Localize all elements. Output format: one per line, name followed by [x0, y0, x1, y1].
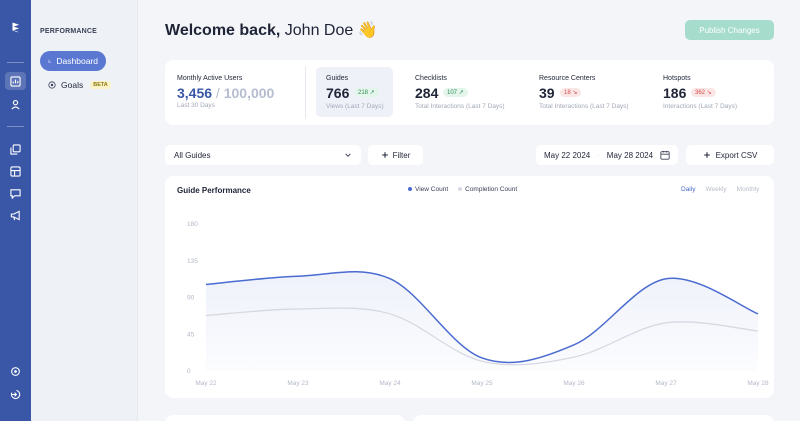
- views-area: [206, 271, 758, 371]
- y-tick-label: 135: [187, 258, 198, 265]
- stat-value: 284: [415, 85, 439, 101]
- stats-divider: [305, 66, 306, 119]
- period-monthly[interactable]: Monthly: [736, 186, 760, 193]
- user-icon[interactable]: [0, 93, 31, 115]
- series-line-completion-count: [205, 307, 759, 366]
- x-tick-label: May 26: [563, 380, 585, 387]
- date-from: May 22 2024: [544, 150, 591, 160]
- user-name: John Doe: [284, 22, 354, 39]
- guide-performance-card: Guide Performance View Count Completion …: [165, 176, 774, 398]
- export-label: Export CSV: [715, 150, 758, 160]
- stat-label: Guides: [326, 75, 349, 82]
- period-daily[interactable]: Daily: [681, 186, 696, 193]
- wave-emoji: 👋: [357, 22, 378, 39]
- guide-select-value: All Guides: [174, 150, 211, 160]
- stat-limit: 100,000: [223, 85, 275, 101]
- stat-label: Checklists: [415, 75, 447, 82]
- stat-change-badge: 218 ↗: [354, 88, 379, 97]
- x-tick-label: May 24: [379, 380, 401, 387]
- stat-sub: Interactions (Last 7 Days): [663, 103, 738, 110]
- y-tick-label: 90: [187, 295, 195, 302]
- app-logo-icon[interactable]: [0, 16, 31, 38]
- welcome-text: Welcome back,: [165, 22, 281, 39]
- page-title: Welcome back, John Doe 👋: [165, 20, 378, 40]
- stat-sub: Total Interactions (Last 7 Days): [539, 103, 629, 110]
- chevron-down-icon: [345, 153, 351, 157]
- filter-label: Filter: [392, 150, 411, 160]
- chat-icon[interactable]: [0, 182, 31, 204]
- plus-icon: [703, 152, 710, 158]
- plus-icon: [381, 152, 388, 158]
- icon-rail: [0, 0, 31, 421]
- period-toggle: Daily Weekly Monthly: [681, 186, 759, 193]
- bottom-card-right: [413, 415, 774, 421]
- rail-divider: [7, 126, 24, 127]
- chart-legend: View Count Completion Count: [408, 186, 517, 193]
- calendar-icon: [660, 150, 670, 160]
- megaphone-icon[interactable]: [0, 204, 31, 226]
- date-to: May 28 2024: [606, 150, 654, 160]
- x-tick-label: May 25: [471, 380, 493, 387]
- stat-change-badge: 18 ↘: [560, 88, 582, 97]
- layout-icon[interactable]: [0, 160, 31, 182]
- nav-item-dashboard[interactable]: Dashboard: [40, 51, 106, 71]
- logout-icon[interactable]: [0, 383, 31, 405]
- date-separator: ·: [597, 150, 600, 160]
- date-range-picker[interactable]: May 22 2024 · May 28 2024: [536, 145, 678, 165]
- beta-badge: BETA: [90, 81, 111, 89]
- stat-label: Resource Centers: [539, 75, 596, 82]
- line-chart: 180 135 90 45 0 May 22 May 23 May 24 May 25 May 2…: [187, 221, 769, 387]
- bottom-card-left: [165, 415, 405, 421]
- target-icon: [48, 81, 56, 89]
- legend-item-views[interactable]: View Count: [408, 186, 448, 193]
- stat-sub: Total Interactions (Last 7 Days): [415, 103, 505, 110]
- line-chart-icon: [48, 59, 52, 63]
- nav-section-title: PERFORMANCE: [40, 28, 98, 35]
- x-tick-label: May 28: [747, 380, 769, 387]
- legend-item-completions[interactable]: Completion Count: [458, 186, 517, 193]
- stat-change-badge: 107 ↗: [443, 88, 468, 97]
- filter-button[interactable]: Filter: [368, 145, 423, 165]
- stat-value: 766: [326, 85, 350, 101]
- guide-select[interactable]: All Guides: [165, 145, 361, 165]
- y-tick-label: 180: [187, 221, 198, 228]
- nav-item-label: Dashboard: [56, 56, 98, 66]
- performance-nav: PERFORMANCE Dashboard Goals BETA: [31, 0, 138, 421]
- nav-item-label: Goals: [61, 80, 84, 90]
- nav-item-goals[interactable]: Goals BETA: [40, 75, 119, 95]
- rail-divider: [7, 62, 24, 63]
- series-line-view-count: [205, 270, 759, 364]
- stat-value: 186: [663, 85, 687, 101]
- x-tick-label: May 23: [287, 380, 309, 387]
- x-tick-label: May 22: [195, 380, 217, 387]
- stat-value: 3,456 / 100,000: [177, 85, 275, 101]
- chart-title: Guide Performance: [177, 186, 251, 195]
- x-tick-label: May 27: [655, 380, 677, 387]
- settings-icon[interactable]: [0, 360, 31, 382]
- stat-label: Monthly Active Users: [177, 75, 243, 82]
- y-tick-label: 45: [187, 331, 195, 338]
- y-tick-label: 0: [187, 368, 191, 375]
- stats-card: Monthly Active Users 3,456 / 100,000 Las…: [165, 60, 774, 125]
- stat-label: Hotspots: [663, 75, 691, 82]
- stat-sub: Last 30 Days: [177, 102, 215, 109]
- copy-icon[interactable]: [0, 138, 31, 160]
- analytics-icon[interactable]: [0, 70, 31, 92]
- stat-change-badge: 362 ↘: [691, 88, 716, 97]
- export-csv-button[interactable]: Export CSV: [686, 145, 774, 165]
- stat-value: 39: [539, 85, 555, 101]
- stat-sub: Views (Last 7 Days): [326, 103, 384, 110]
- period-weekly[interactable]: Weekly: [705, 186, 727, 193]
- publish-changes-button[interactable]: Publish Changes: [685, 20, 774, 40]
